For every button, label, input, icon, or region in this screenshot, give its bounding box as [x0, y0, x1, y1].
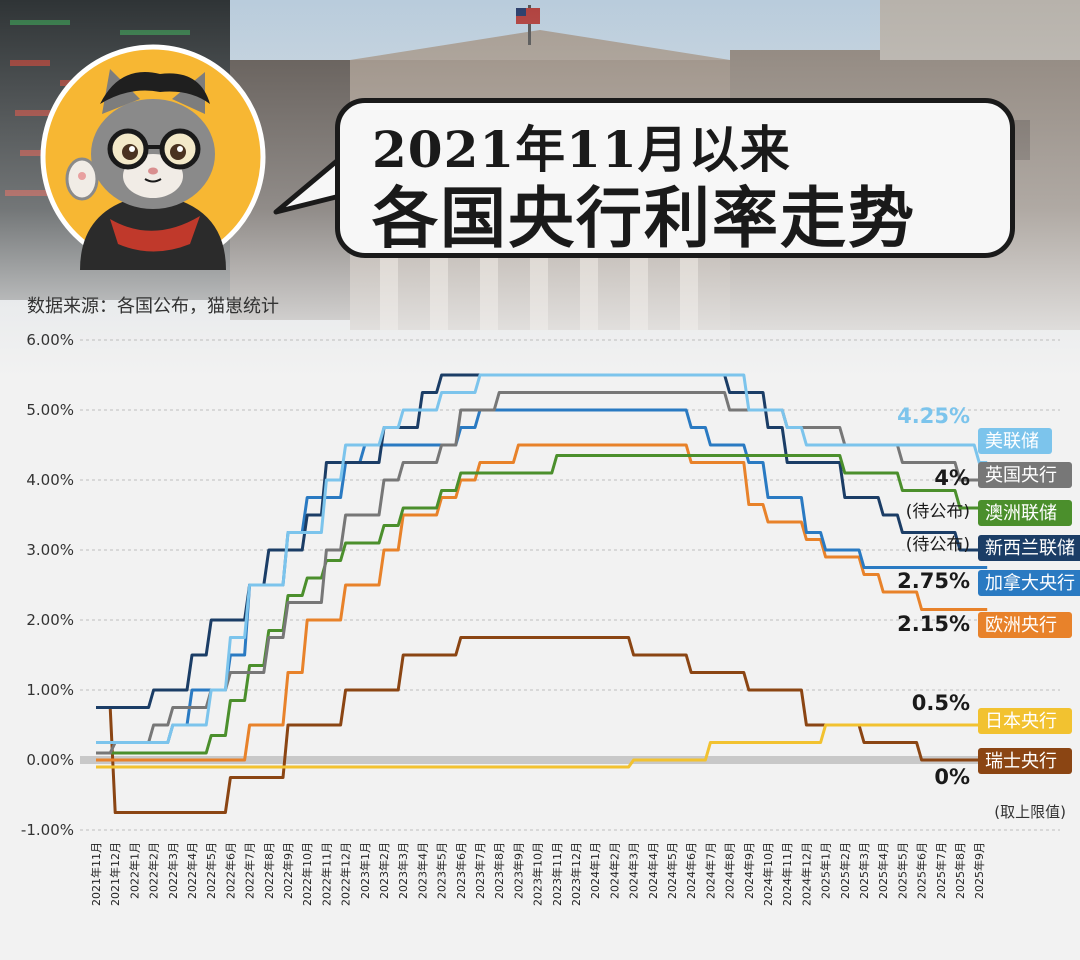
x-tick-label: 2024年9月 — [742, 842, 756, 899]
y-tick-label: 6.00% — [26, 331, 74, 349]
legend-swatch — [978, 535, 1080, 561]
x-tick-label: 2022年11月 — [319, 842, 333, 906]
legend-swatch — [978, 428, 1052, 454]
y-tick-label: -1.00% — [21, 821, 74, 839]
series-end-value: 4% — [934, 466, 970, 490]
series-line — [96, 373, 988, 744]
x-tick-label: 2023年8月 — [492, 842, 506, 899]
x-tick-label: 2025年1月 — [819, 842, 833, 899]
y-axis-ticks: -1.00% 0.00% 1.00% 2.00% 3.00% 4.00% 5.00% 6.00… — [21, 331, 74, 839]
x-tick-label: 2023年9月 — [511, 842, 525, 899]
series-end-value: 0.5% — [912, 691, 970, 715]
x-tick-label: 2023年6月 — [454, 842, 468, 899]
x-tick-label: 2024年5月 — [665, 842, 679, 899]
x-tick-label: 2024年12月 — [799, 842, 813, 906]
y-tick-label: 0.00% — [26, 751, 74, 769]
x-tick-label: 2024年6月 — [684, 842, 698, 899]
x-tick-label: 2022年6月 — [223, 842, 237, 899]
x-tick-label: 2025年6月 — [915, 842, 929, 899]
x-tick-label: 2023年10月 — [531, 842, 545, 906]
title-line-1: 2021年11月以来 — [372, 120, 791, 179]
legend-label: 加拿大央行 — [985, 572, 1075, 594]
x-tick-label: 2025年9月 — [972, 842, 986, 899]
data-source-note: 数据来源：各国公布，猫崽统计 — [27, 296, 279, 317]
x-tick-label: 2023年12月 — [569, 842, 583, 906]
x-tick-label: 2024年4月 — [646, 842, 660, 899]
x-tick-label: 2023年5月 — [435, 842, 449, 899]
x-tick-label: 2021年12月 — [108, 842, 122, 906]
series-line — [96, 443, 988, 762]
y-tick-label: 5.00% — [26, 401, 74, 419]
x-tick-label: 2022年1月 — [127, 842, 141, 899]
x-tick-label: 2025年8月 — [953, 842, 967, 899]
x-tick-label: 2025年2月 — [838, 842, 852, 899]
series-end-value: (待公布) — [906, 502, 970, 522]
x-tick-label: 2023年7月 — [473, 842, 487, 899]
x-tick-label: 2022年10月 — [300, 842, 314, 906]
x-tick-label: 2025年4月 — [876, 842, 890, 899]
legend-label: 瑞士央行 — [985, 751, 1057, 772]
legend-label: 新西兰联储 — [985, 538, 1075, 559]
title-line-2: 各国央行利率走势 — [372, 180, 916, 257]
legend-label: 欧洲央行 — [985, 615, 1057, 636]
y-tick-label: 1.00% — [26, 681, 74, 699]
series-end-value: 2.75% — [897, 569, 970, 593]
x-tick-label: 2025年7月 — [934, 842, 948, 899]
legend-label: 澳洲联储 — [985, 503, 1057, 524]
x-tick-label: 2025年3月 — [857, 842, 871, 899]
x-tick-label: 2022年7月 — [243, 842, 257, 899]
x-tick-label: 2023年3月 — [396, 842, 410, 899]
series-line — [96, 723, 988, 769]
y-tick-label: 3.00% — [26, 541, 74, 559]
legend-label: 日本央行 — [985, 711, 1057, 732]
footnote: (取上限值) — [994, 803, 1066, 821]
x-tick-label: 2021年11月 — [89, 842, 103, 906]
legend-label: 英国央行 — [985, 465, 1057, 486]
series-lines — [96, 373, 988, 814]
series-end-value: 2.15% — [897, 612, 970, 636]
x-tick-label: 2023年11月 — [550, 842, 564, 906]
series-end-value: 0% — [934, 765, 970, 789]
x-tick-label: 2024年10月 — [761, 842, 775, 906]
legend-swatch — [978, 500, 1072, 526]
y-tick-label: 4.00% — [26, 471, 74, 489]
x-tick-label: 2024年3月 — [627, 842, 641, 899]
legend-swatch — [978, 748, 1072, 774]
series-end-value: 4.25% — [897, 404, 970, 428]
x-tick-label: 2024年2月 — [607, 842, 621, 899]
x-tick-label: 2022年9月 — [281, 842, 295, 899]
cat-mascot-avatar — [40, 44, 266, 270]
series-line — [96, 408, 988, 744]
y-tick-label: 2.00% — [26, 611, 74, 629]
legend-swatch — [978, 570, 1080, 596]
series-line — [96, 454, 988, 755]
x-tick-label: 2024年11月 — [780, 842, 794, 906]
series-line — [96, 391, 988, 755]
x-tick-label: 2024年1月 — [588, 842, 602, 899]
x-tick-label: 2022年8月 — [262, 842, 276, 899]
x-tick-label: 2022年2月 — [147, 842, 161, 899]
interest-rate-line-chart: -1.00% 0.00% 1.00% 2.00% 3.00% 4.00% 5.00% 6.00… — [21, 331, 1080, 906]
x-tick-label: 2024年7月 — [703, 842, 717, 899]
series-end-value: (待公布) — [906, 535, 970, 555]
x-tick-label: 2023年4月 — [415, 842, 429, 899]
x-tick-label: 2022年5月 — [204, 842, 218, 899]
legend-swatch — [978, 462, 1072, 488]
x-tick-label: 2022年12月 — [339, 842, 353, 906]
x-tick-label: 2022年4月 — [185, 842, 199, 899]
x-tick-label: 2024年8月 — [723, 842, 737, 899]
legend-label: 美联储 — [985, 431, 1039, 452]
x-tick-label: 2023年2月 — [377, 842, 391, 899]
legend-swatch — [978, 708, 1072, 734]
x-axis-ticks: 2021年11月 2021年12月 2022年1月 2022年2月 2022年3月 202… — [89, 842, 986, 906]
legend: 美联储 4.25% 英国央行 4% 澳洲联储 (待公布) 新西兰联储 (待公布) 加拿大央行 2.… — [897, 404, 1080, 789]
x-tick-label: 2022年3月 — [166, 842, 180, 899]
x-tick-label: 2023年1月 — [358, 842, 372, 899]
legend-swatch — [978, 612, 1072, 638]
speech-bubble — [335, 98, 1015, 258]
x-tick-label: 2025年5月 — [895, 842, 909, 899]
